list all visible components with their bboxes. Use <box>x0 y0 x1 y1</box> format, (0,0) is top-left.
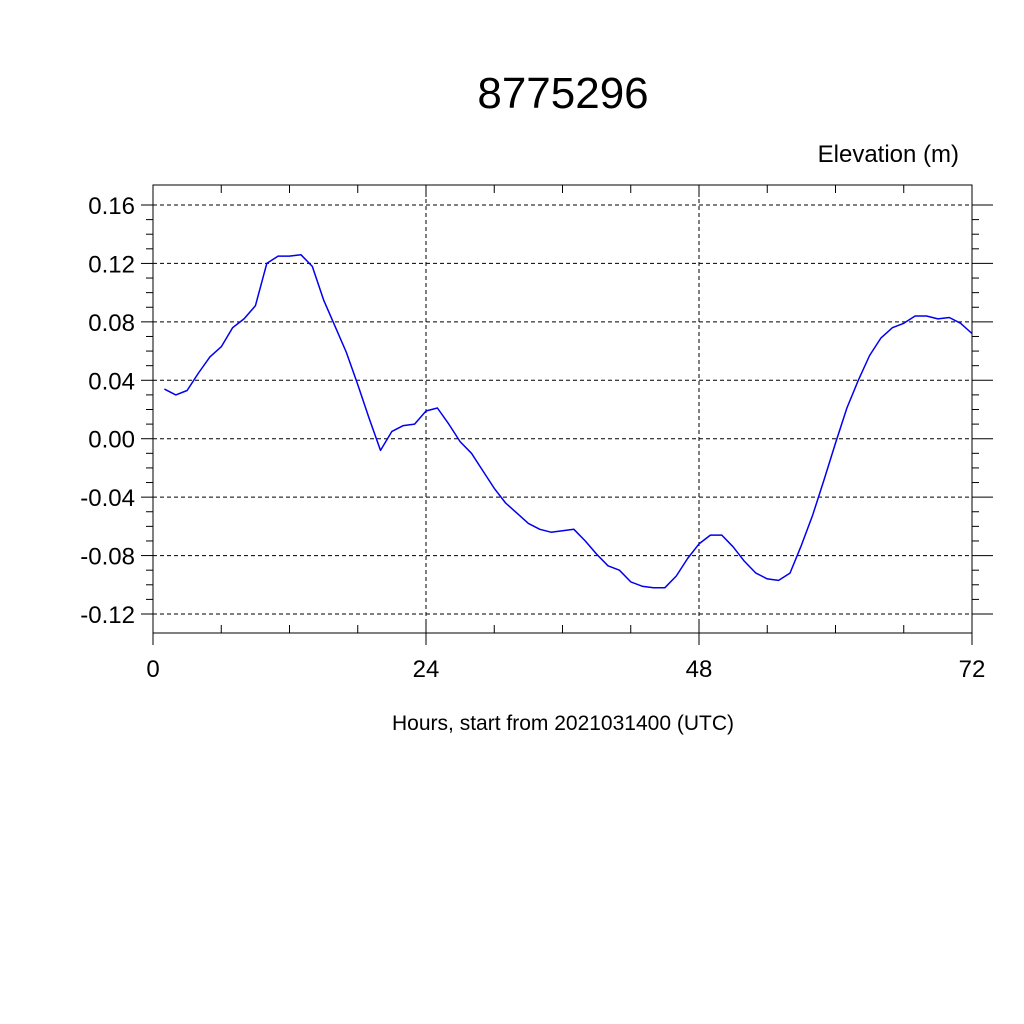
y-tick-label: 0.04 <box>88 368 135 395</box>
y-tick-label: -0.08 <box>80 544 135 571</box>
tick-labels: -0.12 -0.08 -0.04 0.00 0.04 0.08 0.12 0.16 0 24 48… <box>80 193 985 683</box>
x-tick-label: 72 <box>959 656 986 683</box>
plot-frame <box>152 184 973 634</box>
y-tick-label: 0.08 <box>88 310 135 337</box>
y-tick-label: -0.04 <box>80 485 135 512</box>
y-tick-label: 0.12 <box>88 251 135 278</box>
x-tick-label: 24 <box>413 656 440 683</box>
minor-ticks <box>146 185 979 633</box>
y-tick-label: 0.16 <box>88 193 135 220</box>
grid-lines <box>152 185 973 633</box>
x-axis-label: Hours, start from 2021031400 (UTC) <box>392 712 734 735</box>
y-tick-label: -0.12 <box>80 602 135 629</box>
y-tick-label: 0.00 <box>88 427 135 454</box>
series-line-elevation <box>164 253 973 589</box>
x-tick-label: 0 <box>146 656 159 683</box>
series-layer <box>164 253 973 589</box>
chart-title: 8775296 <box>477 69 648 118</box>
x-tick-label: 48 <box>686 656 713 683</box>
y-axis-label: Elevation (m) <box>818 141 959 168</box>
major-ticks <box>141 185 993 645</box>
